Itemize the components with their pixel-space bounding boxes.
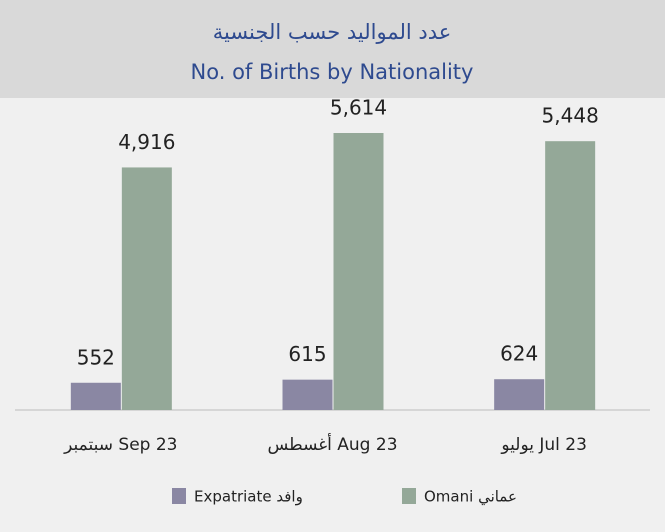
data-label: 615: [288, 342, 326, 366]
legend-label: Expatriate وافد: [194, 488, 303, 506]
data-label: 4,916: [118, 130, 175, 154]
legend-swatch: [172, 488, 186, 504]
data-label: 624: [500, 342, 538, 366]
legend-label: Omani عماني: [424, 488, 517, 507]
bar: [121, 167, 172, 410]
data-label: 552: [77, 345, 115, 369]
bar: [333, 133, 384, 410]
bar: [282, 379, 333, 410]
bar: [494, 379, 545, 410]
legend-swatch: [402, 488, 416, 504]
data-label: 5,614: [330, 96, 387, 120]
data-label: 5,448: [542, 104, 599, 128]
x-tick-label: سبتمبر Sep 23: [63, 435, 177, 455]
title-band: [0, 0, 665, 98]
chart-subtitle: No. of Births by Nationality: [191, 60, 474, 84]
bar: [70, 382, 121, 410]
x-tick-label: يوليو Jul 23: [500, 435, 587, 455]
x-tick-label: أغسطس Aug 23: [267, 433, 397, 455]
bar: [545, 141, 596, 410]
chart-title: عدد المواليد حسب الجنسية: [213, 20, 452, 44]
